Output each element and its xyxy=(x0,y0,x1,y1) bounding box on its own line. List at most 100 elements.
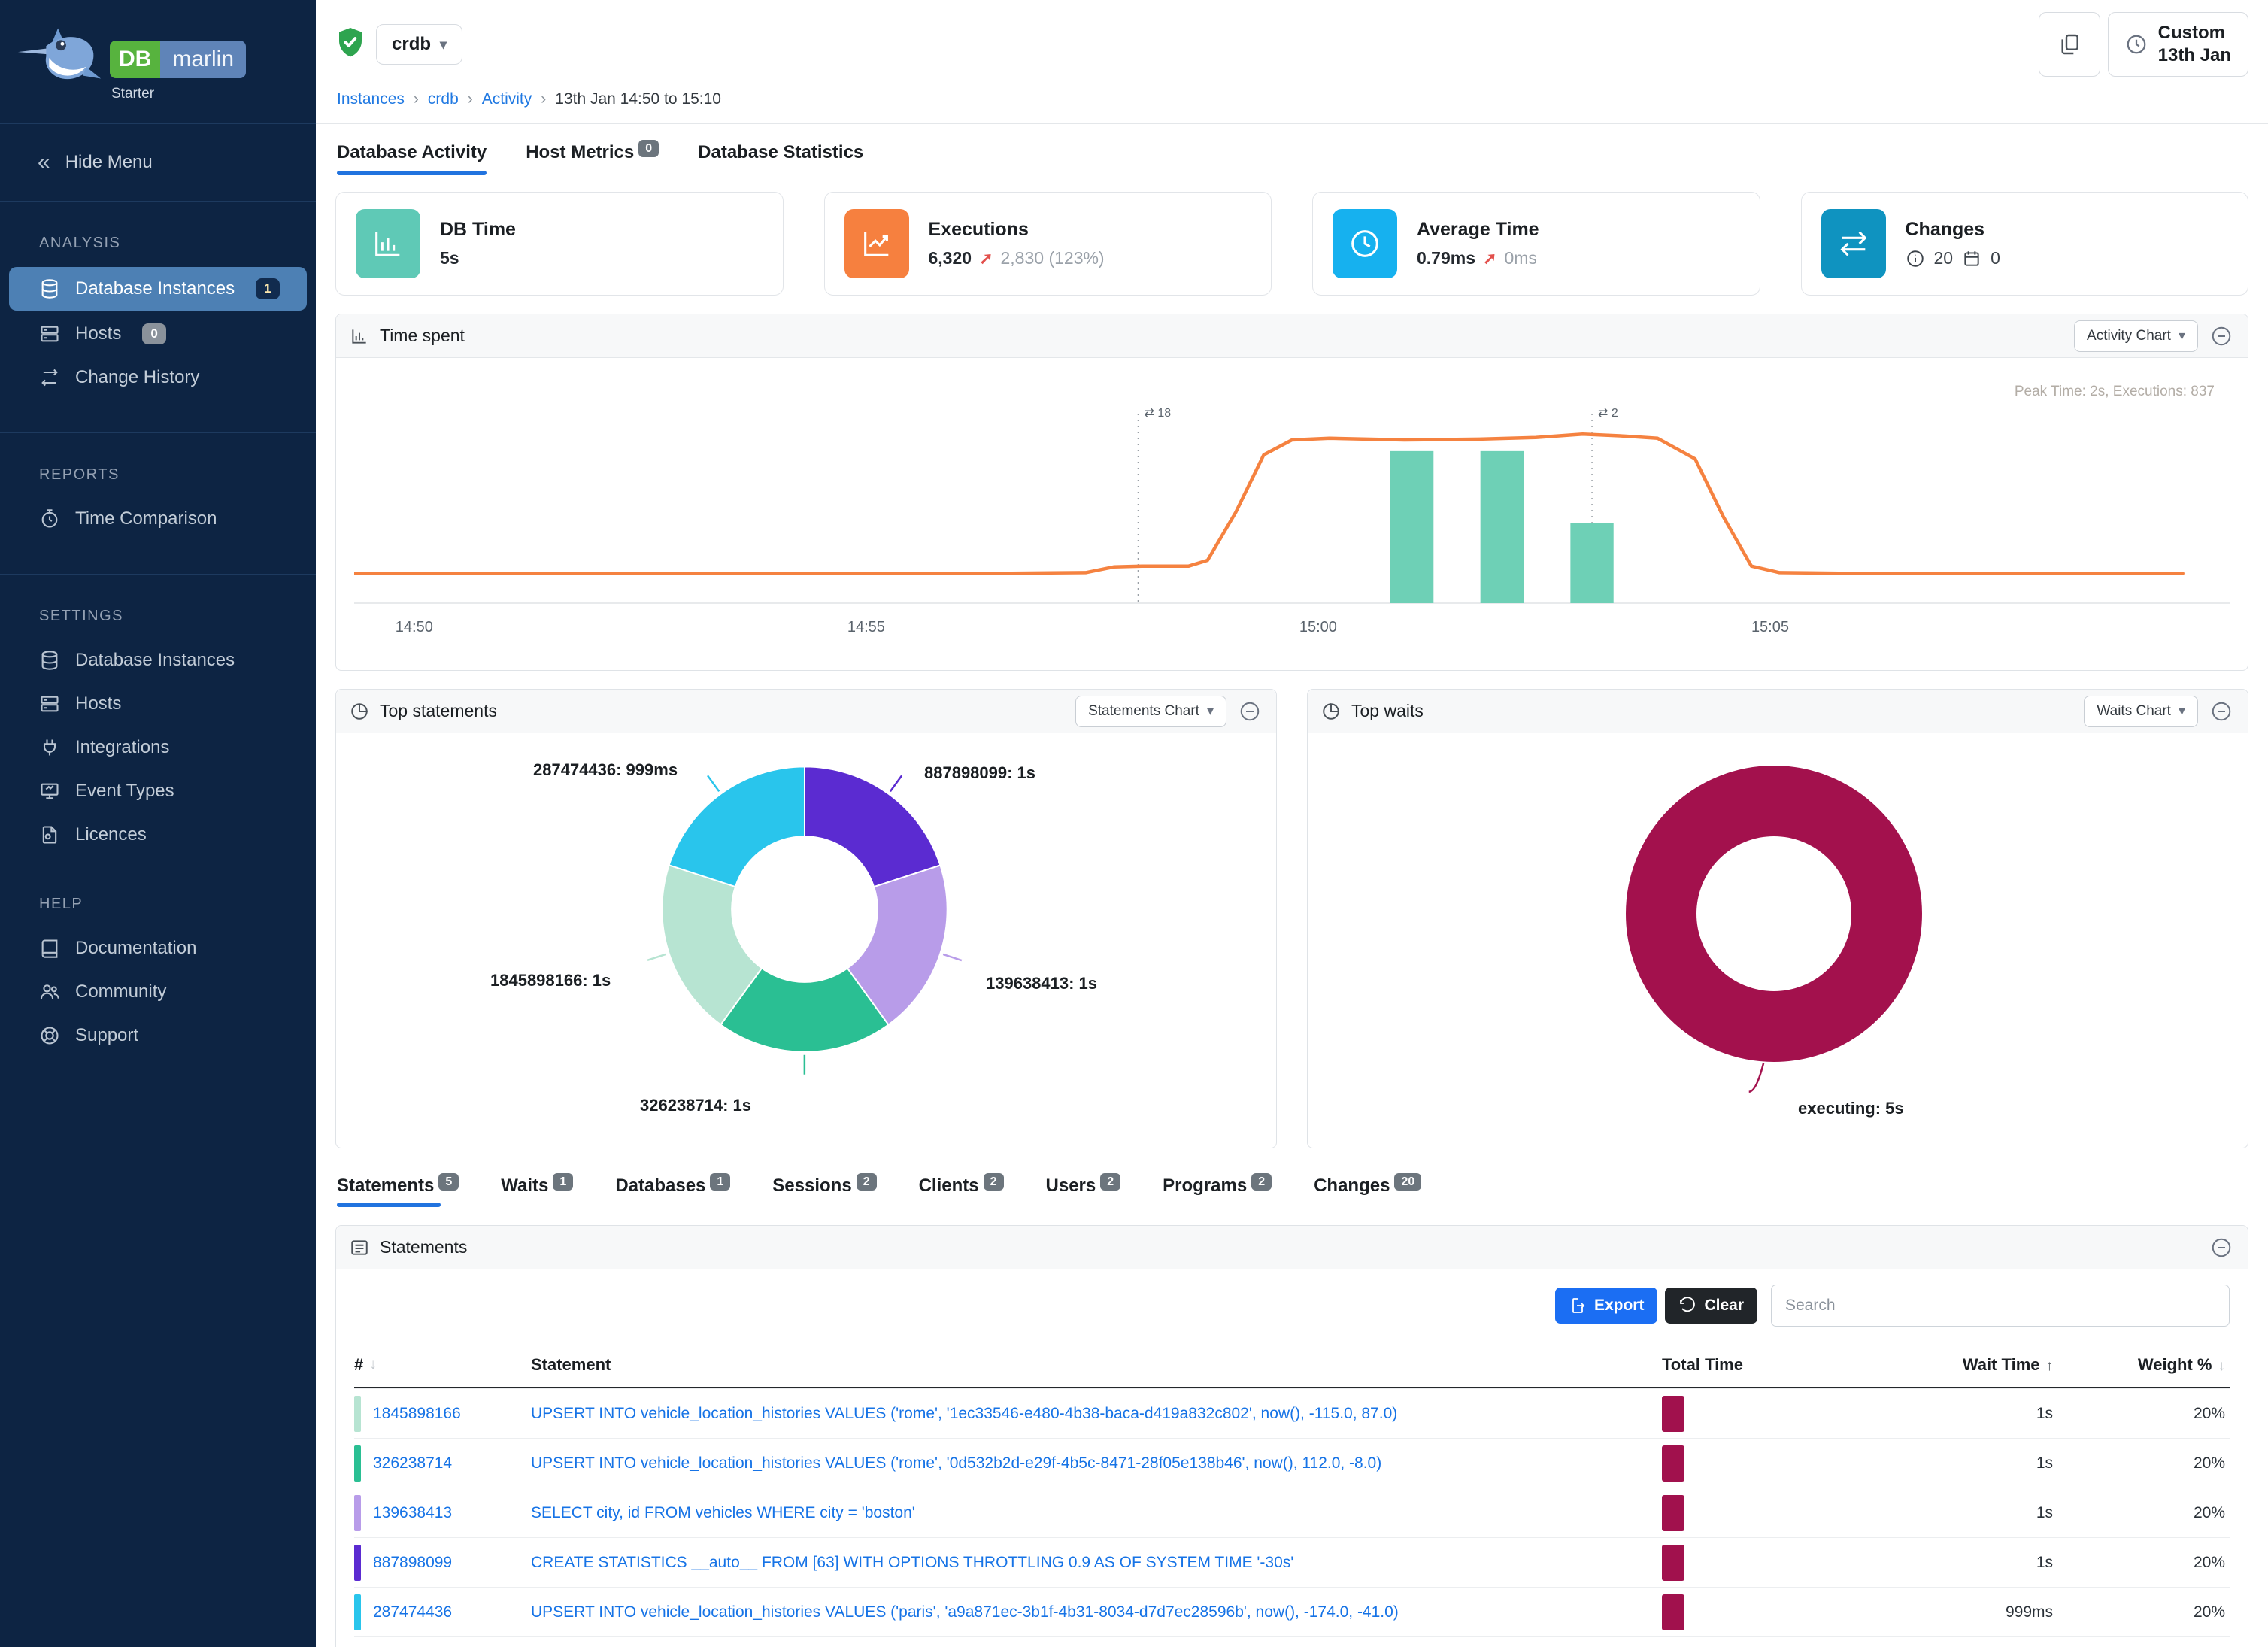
search-input[interactable] xyxy=(1771,1285,2230,1327)
tab-waits[interactable]: Waits 1 xyxy=(501,1173,574,1207)
tab-programs[interactable]: Programs 2 xyxy=(1163,1173,1272,1207)
people-icon xyxy=(40,984,59,999)
sidebar-item-licences[interactable]: Licences xyxy=(0,813,316,857)
column-header-statement[interactable]: Statement xyxy=(531,1355,611,1374)
statement-link[interactable]: CREATE STATISTICS __auto__ FROM [63] WIT… xyxy=(531,1553,1294,1571)
count-badge: 1 xyxy=(553,1173,574,1191)
sidebar-item-integrations[interactable]: Integrations xyxy=(0,726,316,769)
chevron-down-icon: ▾ xyxy=(2178,703,2185,718)
tab-clients[interactable]: Clients 2 xyxy=(919,1173,1004,1207)
database-icon xyxy=(41,279,58,299)
divider xyxy=(0,123,316,124)
sidebar-item-settings-database-instances[interactable]: Database Instances xyxy=(0,638,316,682)
tab-changes[interactable]: Changes 20 xyxy=(1314,1173,1422,1207)
collapse-panel-button[interactable] xyxy=(2209,699,2234,724)
collapse-panel-button[interactable] xyxy=(1237,699,1263,724)
waits-donut-svg xyxy=(1626,766,1922,1093)
column-header-total-time[interactable]: Total Time xyxy=(1662,1355,1743,1374)
sidebar-item-support[interactable]: Support xyxy=(0,1014,316,1057)
statement-id-link[interactable]: 326238714 xyxy=(373,1454,453,1472)
tab-databases[interactable]: Databases 1 xyxy=(615,1173,731,1207)
list-icon xyxy=(351,1239,368,1255)
svg-text:15:00: 15:00 xyxy=(1299,619,1337,635)
count-badge: 0 xyxy=(638,140,659,157)
column-header-num[interactable]: # ↓ xyxy=(354,1355,377,1374)
count-badge: 2 xyxy=(1251,1173,1272,1191)
breadcrumb: Instances › crdb › Activity › 13th Jan 1… xyxy=(335,77,2248,123)
hide-menu-button[interactable]: « Hide Menu xyxy=(0,138,316,187)
collapse-panel-button[interactable] xyxy=(2209,323,2234,349)
statement-link[interactable]: SELECT city, id FROM vehicles WHERE city… xyxy=(531,1503,915,1521)
statement-id-link[interactable]: 139638413 xyxy=(373,1503,453,1521)
sidebar-item-community[interactable]: Community xyxy=(0,970,316,1014)
time-range-button[interactable]: Custom 13th Jan xyxy=(2107,12,2248,77)
up-arrow-icon: ➚ xyxy=(979,248,993,268)
column-header-wait-time[interactable]: Wait Time ↑ xyxy=(1962,1355,2053,1374)
tab-users[interactable]: Users 2 xyxy=(1046,1173,1121,1207)
activity-chart-svg: ⇄ 18 ⇄ 2 14:50 14:55 15:00 15:05 xyxy=(352,407,2230,635)
top-waits-header: Top waits Waits Chart ▾ xyxy=(1308,690,2248,733)
tab-host-metrics[interactable]: Host Metrics 0 xyxy=(526,140,659,175)
svg-text:⇄ 18: ⇄ 18 xyxy=(1144,407,1171,420)
wait-time-value: 1s xyxy=(2036,1404,2053,1422)
tab-database-activity[interactable]: Database Activity xyxy=(337,142,487,175)
instance-selector[interactable]: crdb ▾ xyxy=(376,24,463,65)
row-color-4 xyxy=(354,1594,361,1630)
sidebar-item-documentation[interactable]: Documentation xyxy=(0,927,316,970)
count-badge: 5 xyxy=(438,1173,459,1191)
time-spent-chart: Peak Time: 2s, Executions: 837 ⇄ 18 ⇄ 2 14… xyxy=(336,358,2248,670)
breadcrumb-instances[interactable]: Instances xyxy=(337,90,405,108)
sidebar-item-event-types[interactable]: Event Types xyxy=(0,769,316,813)
copy-link-button[interactable] xyxy=(2038,12,2100,77)
svg-text:14:55: 14:55 xyxy=(847,619,885,635)
clock-icon xyxy=(2127,35,2145,54)
brand-db: DB xyxy=(110,41,161,78)
export-button[interactable]: Export xyxy=(1554,1288,1658,1324)
section-reports: REPORTS xyxy=(39,466,120,483)
count-badge: 20 xyxy=(1394,1173,1422,1191)
tab-database-statistics[interactable]: Database Statistics xyxy=(698,142,864,162)
breadcrumb-crdb[interactable]: crdb xyxy=(427,90,459,108)
statement-id-link[interactable]: 287474436 xyxy=(373,1603,453,1621)
card-executions: Executions 6,320 ➚ 2,830 (123%) xyxy=(823,192,1272,296)
card-value: 0.79ms xyxy=(1417,248,1476,268)
swap-arrows-icon xyxy=(41,369,58,387)
statements-donut-chart: 287474436: 999ms 887898099: 1s 184589816… xyxy=(336,733,1276,1148)
clear-button[interactable]: Clear xyxy=(1665,1288,1757,1324)
metric-cards: DB Time 5s Executions 6,320 ➚ 2,830 (123… xyxy=(335,192,2248,296)
sidebar-item-label: Documentation xyxy=(75,938,197,958)
waits-chart-selector[interactable]: Waits Chart ▾ xyxy=(2084,695,2198,727)
table-row: 1845898166 UPSERT INTO vehicle_location_… xyxy=(354,1388,2230,1438)
divider xyxy=(316,123,2268,124)
tab-sessions[interactable]: Sessions 2 xyxy=(772,1173,877,1207)
statements-chart-selector[interactable]: Statements Chart ▾ xyxy=(1075,695,1226,727)
statement-id-link[interactable]: 887898099 xyxy=(373,1553,453,1571)
sidebar-item-hosts[interactable]: Hosts 0 xyxy=(0,312,316,356)
statement-link[interactable]: UPSERT INTO vehicle_location_histories V… xyxy=(531,1404,1398,1422)
tab-statements[interactable]: Statements 5 xyxy=(337,1173,459,1207)
total-time-bar xyxy=(1662,1395,1684,1432)
weight-value: 20% xyxy=(2193,1553,2225,1571)
waits-donut-chart: executing: 5s xyxy=(1308,733,2248,1148)
activity-chart-selector[interactable]: Activity Chart ▾ xyxy=(2074,320,2198,352)
stopwatch-icon xyxy=(41,509,58,528)
statement-id-link[interactable]: 1845898166 xyxy=(373,1404,461,1422)
weight-value: 20% xyxy=(2193,1503,2225,1521)
panel-title: Statements xyxy=(380,1237,468,1257)
count-badge: 0 xyxy=(142,323,166,344)
sidebar-item-time-comparison[interactable]: Time Comparison xyxy=(0,497,316,541)
statement-link[interactable]: UPSERT INTO vehicle_location_histories V… xyxy=(531,1603,1399,1621)
sidebar-item-label: Integrations xyxy=(75,737,170,757)
chevron-down-icon: ▾ xyxy=(1206,703,1214,718)
statements-table-panel: Statements Export Clear xyxy=(335,1225,2248,1647)
column-header-weight[interactable]: Weight % ↓ xyxy=(2137,1355,2225,1374)
sidebar-item-settings-hosts[interactable]: Hosts xyxy=(0,682,316,726)
breadcrumb-activity[interactable]: Activity xyxy=(481,90,532,108)
card-average-time: Average Time 0.79ms ➚ 0ms xyxy=(1312,192,1760,296)
sidebar-item-database-instances[interactable]: Database Instances 1 xyxy=(9,267,307,311)
sidebar-item-change-history[interactable]: Change History xyxy=(0,356,316,399)
collapse-panel-button[interactable] xyxy=(2209,1235,2234,1260)
wait-time-value: 1s xyxy=(2036,1553,2053,1571)
card-changes: Changes 20 0 xyxy=(1800,192,2248,296)
statement-link[interactable]: UPSERT INTO vehicle_location_histories V… xyxy=(531,1454,1382,1472)
